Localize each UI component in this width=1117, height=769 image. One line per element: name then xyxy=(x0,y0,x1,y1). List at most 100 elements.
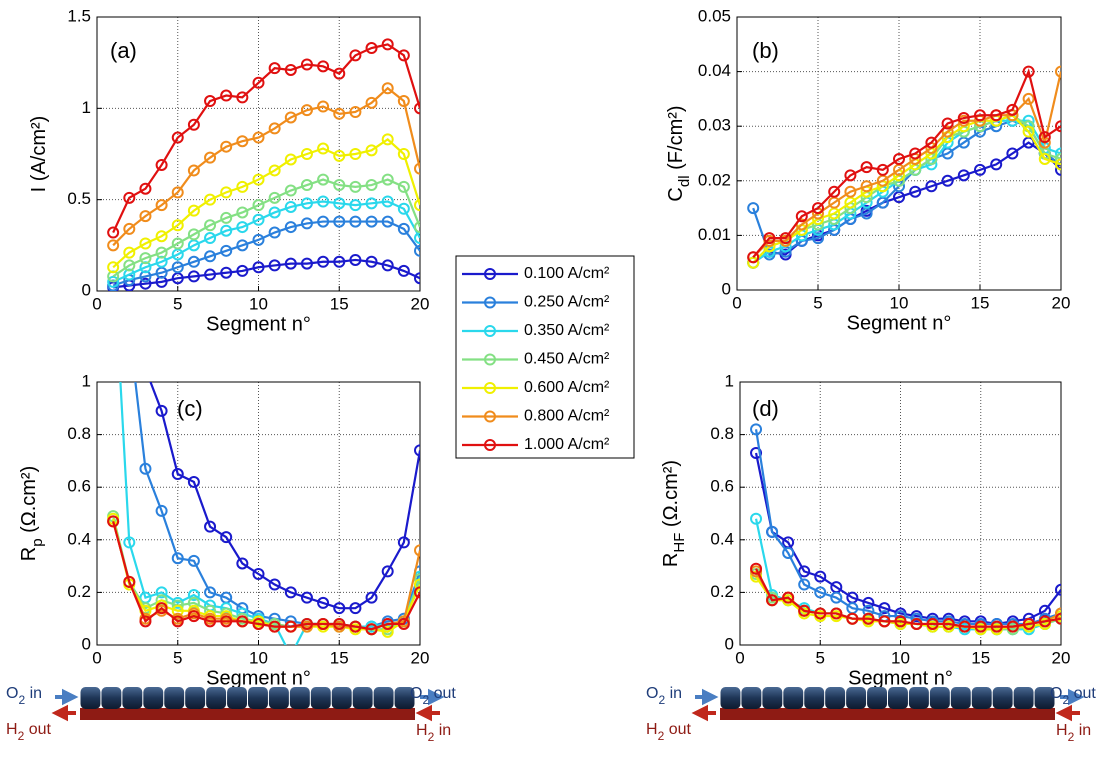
subscript: 2 xyxy=(18,693,25,707)
label-part: O xyxy=(646,685,658,702)
series-line xyxy=(149,382,420,610)
marker xyxy=(862,612,875,625)
cathode-plate xyxy=(720,708,1055,720)
marker xyxy=(1055,163,1061,176)
y-tick-label: 0.8 xyxy=(710,424,734,443)
marker xyxy=(747,251,760,264)
x-tick-label: 10 xyxy=(249,648,268,667)
marker xyxy=(268,62,281,75)
marker xyxy=(1006,620,1019,633)
segment-block xyxy=(992,687,1013,709)
marker xyxy=(1022,65,1035,78)
marker xyxy=(107,275,120,288)
plot-frame xyxy=(96,381,421,646)
marker xyxy=(909,185,922,198)
marker xyxy=(236,135,249,148)
marker xyxy=(268,206,281,219)
marker xyxy=(333,215,346,228)
series-layer xyxy=(747,65,1061,269)
flow-label: H2 in xyxy=(416,722,451,744)
y-tick-label: 0 xyxy=(722,279,731,298)
marker xyxy=(1055,147,1061,160)
marker xyxy=(974,620,987,633)
marker xyxy=(155,199,168,212)
segment-block xyxy=(971,687,992,709)
marker xyxy=(1022,92,1035,105)
marker xyxy=(846,612,859,625)
y-tick-label: 0.5 xyxy=(67,189,91,208)
subscript: dl xyxy=(676,175,693,187)
marker xyxy=(397,148,410,160)
y-axis-label: I (A/cm²) xyxy=(28,116,50,193)
annotation: (b) xyxy=(752,38,779,63)
legend-label: 0.350 A/cm² xyxy=(524,322,610,339)
marker xyxy=(798,604,811,617)
marker xyxy=(187,270,200,283)
marker xyxy=(284,111,297,124)
marker xyxy=(397,617,410,630)
y-tick-label: 0.4 xyxy=(710,529,734,548)
y-tick-label: 1 xyxy=(82,98,91,117)
segment-block xyxy=(185,687,206,709)
segment-block xyxy=(248,687,268,709)
subscript: 2 xyxy=(658,693,665,707)
marker xyxy=(414,578,420,591)
marker xyxy=(123,575,136,588)
marker xyxy=(252,261,265,274)
marker xyxy=(381,565,394,578)
subscript: 2 xyxy=(428,730,435,744)
marker xyxy=(1055,120,1061,133)
y-axis-label: RHF (Ω.cm²) xyxy=(660,460,688,567)
marker xyxy=(300,179,313,192)
y-tick-label: 0.2 xyxy=(67,582,91,601)
marker xyxy=(779,232,792,245)
marker xyxy=(1038,131,1051,144)
label-part: H xyxy=(1056,722,1068,739)
marker xyxy=(204,250,217,263)
marker xyxy=(220,615,233,628)
marker xyxy=(349,199,362,212)
marker xyxy=(957,169,970,182)
marker xyxy=(252,233,265,246)
marker xyxy=(365,255,378,268)
o2-out-arrow xyxy=(1060,688,1085,706)
y-tick-label: 0.05 xyxy=(698,6,731,25)
marker xyxy=(381,133,394,146)
marker xyxy=(317,596,330,609)
marker xyxy=(204,95,217,108)
marker xyxy=(397,536,410,549)
marker xyxy=(317,173,330,186)
h2-out-arrow xyxy=(691,704,716,722)
marker xyxy=(878,602,891,615)
panel: 0 5 10 15 20 0 0.01 0.02 0.03 0.04 0.05 (b) Segment … xyxy=(665,6,1070,334)
marker xyxy=(349,105,362,118)
legend-label: 0.800 A/cm² xyxy=(524,408,610,425)
marker xyxy=(349,620,362,633)
marker xyxy=(397,49,410,62)
label-part: out xyxy=(1069,685,1096,702)
series-line xyxy=(752,68,1061,258)
segment-block xyxy=(867,687,887,709)
subscript: 2 xyxy=(1068,730,1075,744)
legend-marker xyxy=(484,325,496,337)
x-tick-label: 20 xyxy=(411,648,430,667)
segment-block xyxy=(741,687,762,709)
series-line xyxy=(112,43,420,234)
marker xyxy=(140,364,150,374)
y-tick-label: 1.5 xyxy=(67,6,91,25)
marker xyxy=(1055,607,1061,620)
marker xyxy=(349,148,362,160)
segment-block xyxy=(227,687,247,709)
marker xyxy=(958,620,971,633)
subscript: p xyxy=(29,538,46,546)
marker xyxy=(397,202,410,215)
flow-label: O2 in xyxy=(646,685,682,707)
marker xyxy=(187,554,200,567)
flow-label: O2 in xyxy=(6,685,42,707)
label-part: R xyxy=(18,547,40,561)
marker xyxy=(220,266,233,279)
marker xyxy=(414,199,420,212)
segment-block xyxy=(352,687,373,709)
y-tick-label: 0 xyxy=(725,634,734,653)
marker xyxy=(187,164,200,177)
